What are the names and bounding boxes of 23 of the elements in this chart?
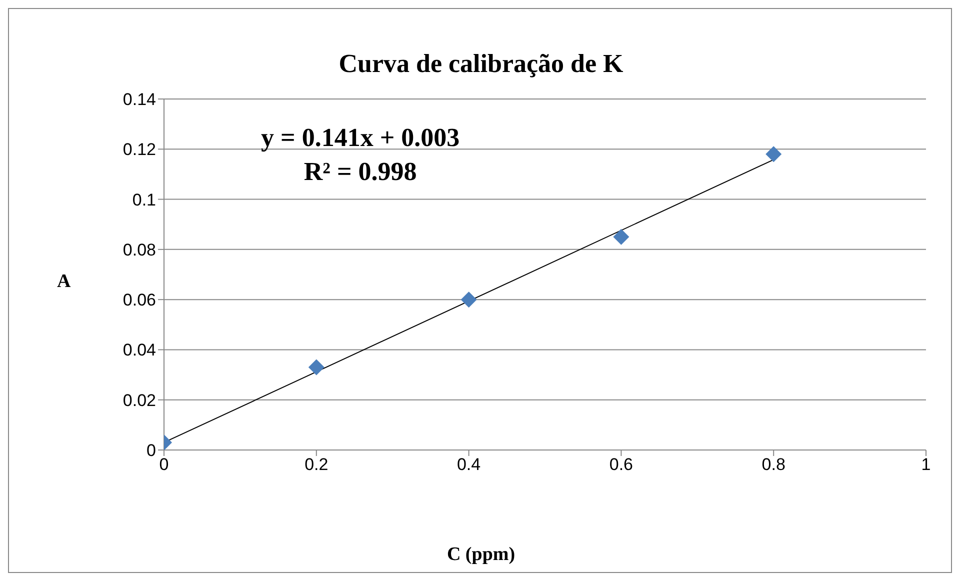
x-axis-title: C (ppm) [446, 544, 516, 566]
chart-title: Curva de calibração de K [338, 49, 624, 79]
annotation: y = 0.141x + 0.003 [261, 122, 460, 154]
x-tick-label: 0.4 [456, 455, 481, 474]
y-tick-label: 0.12 [122, 140, 156, 160]
y-tick-label: 0.02 [122, 390, 156, 410]
y-tick-label: 0.04 [122, 340, 156, 360]
annotation: R² = 0.998 [302, 156, 418, 188]
y-axis-title: A [57, 271, 71, 293]
y-tick-label: 0.14 [122, 90, 156, 110]
x-tick-label: 1 [921, 455, 931, 474]
x-tick-label: 0.6 [609, 455, 634, 474]
y-tick-label: 0.1 [132, 190, 156, 210]
y-tick-label: 0.06 [122, 290, 156, 310]
point [766, 146, 782, 162]
point [613, 228, 630, 245]
x-tick-label: 0.2 [304, 455, 328, 474]
x-tick-label: 0.8 [762, 455, 786, 474]
point [308, 359, 324, 376]
x-tick-label: 0 [159, 455, 169, 474]
point [460, 292, 477, 308]
y-tick-label: 0.08 [122, 240, 156, 260]
y-tick-label: 0 [146, 441, 156, 460]
